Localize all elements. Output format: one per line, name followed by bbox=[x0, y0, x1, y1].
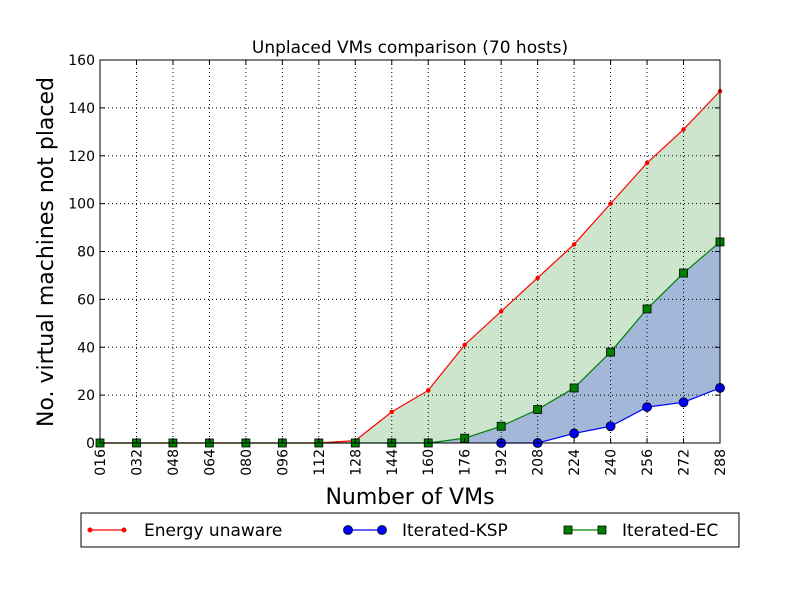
legend-box bbox=[80, 512, 740, 548]
y-tick-label: 40 bbox=[77, 340, 95, 356]
series-0-point-9 bbox=[425, 388, 431, 393]
series-0-point-15 bbox=[644, 160, 650, 166]
x-tick-label: 240 bbox=[604, 449, 620, 476]
y-axis-label: No. virtual machines not placed bbox=[34, 77, 59, 427]
y-tick-label: 60 bbox=[77, 292, 95, 308]
y-tick-label: 120 bbox=[68, 149, 95, 165]
chart-fills bbox=[100, 91, 720, 444]
x-tick-label: 256 bbox=[640, 449, 656, 476]
series-0-point-14 bbox=[608, 201, 613, 206]
x-tick-label: 096 bbox=[275, 449, 291, 476]
legend: Energy unaware Iterated-KSP Iterated-EC bbox=[80, 512, 740, 548]
series-0-point-8 bbox=[389, 409, 395, 415]
legend-label-0: Energy unaware bbox=[144, 521, 282, 541]
x-tick-label: 128 bbox=[348, 449, 364, 476]
series-1-point-13 bbox=[569, 428, 580, 439]
series-2-point-11 bbox=[496, 421, 506, 431]
x-tick-label: 032 bbox=[129, 449, 145, 476]
legend-label-1: Iterated-KSP bbox=[402, 521, 508, 541]
legend-marker-0-0 bbox=[87, 527, 93, 533]
series-0-point-11 bbox=[498, 309, 504, 314]
legend-label-2: Iterated-EC bbox=[622, 521, 718, 541]
legend-marker-2-1 bbox=[597, 525, 607, 535]
series-0-point-13 bbox=[571, 242, 577, 247]
x-tick-label: 208 bbox=[531, 449, 547, 476]
y-tick-label: 0 bbox=[86, 436, 95, 452]
x-tick-label: 272 bbox=[677, 449, 693, 476]
x-tick-label: 176 bbox=[458, 449, 474, 476]
y-tick-label: 140 bbox=[68, 101, 95, 117]
x-axis-label: Number of VMs bbox=[325, 485, 494, 510]
x-tick-label: 112 bbox=[312, 449, 328, 476]
series-2-point-15 bbox=[642, 304, 652, 314]
x-tick-label: 064 bbox=[202, 449, 218, 476]
x-tick-label: 288 bbox=[713, 449, 729, 476]
series-1-point-16 bbox=[678, 397, 689, 408]
series-0-point-16 bbox=[681, 127, 686, 132]
x-tick-label: 144 bbox=[385, 449, 401, 476]
y-tick-label: 80 bbox=[77, 245, 95, 261]
x-tick-label: 080 bbox=[239, 449, 255, 476]
x-tick-label: 048 bbox=[166, 449, 182, 476]
chart-ticks: 016 032 048 064 080 096 112 128 144 160 176 192 208 2… bbox=[68, 53, 729, 476]
series-2-point-16 bbox=[679, 268, 688, 278]
series-0-point-12 bbox=[535, 275, 540, 281]
legend-marker-2-0 bbox=[563, 525, 573, 535]
fill-area-0 bbox=[100, 91, 720, 444]
legend-marker-0-1 bbox=[121, 527, 127, 533]
x-tick-label: 224 bbox=[567, 449, 583, 476]
chart-title: Unplaced VMs comparison (70 hosts) bbox=[252, 38, 568, 58]
series-2-point-13 bbox=[569, 383, 579, 393]
series-0-point-10 bbox=[462, 342, 467, 348]
y-tick-label: 20 bbox=[77, 388, 95, 404]
y-tick-label: 160 bbox=[68, 53, 95, 69]
series-1-point-15 bbox=[642, 402, 652, 412]
series-2-point-12 bbox=[533, 405, 543, 414]
legend-marker-1-1 bbox=[377, 525, 387, 535]
x-tick-label: 192 bbox=[494, 449, 510, 476]
x-tick-label: 016 bbox=[93, 449, 109, 476]
series-2-point-14 bbox=[606, 347, 615, 357]
y-tick-label: 100 bbox=[68, 197, 95, 213]
series-1-point-14 bbox=[605, 421, 616, 432]
legend-marker-1-0 bbox=[343, 525, 353, 535]
x-tick-label: 160 bbox=[421, 449, 437, 476]
